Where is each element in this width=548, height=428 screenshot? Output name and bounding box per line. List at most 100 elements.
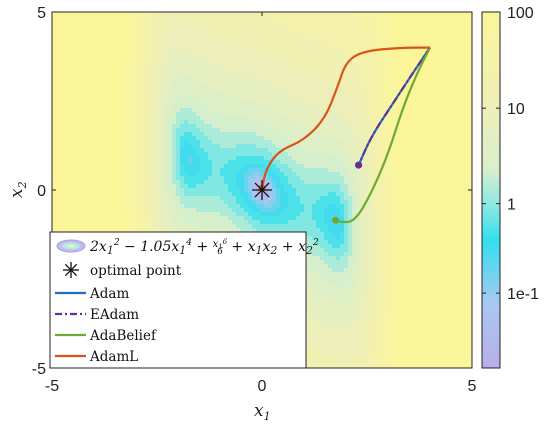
contour-cell [220,100,225,105]
contour-cell [104,60,109,65]
contour-cell [88,204,93,209]
contour-cell [68,16,73,21]
contour-cell [52,12,57,17]
contour-cell [272,136,277,141]
contour-cell [248,64,253,69]
contour-cell [64,68,69,73]
contour-cell [116,108,121,113]
contour-cell [188,80,193,85]
contour-cell [148,152,153,157]
contour-cell [108,160,113,165]
contour-cell [244,36,249,41]
contour-cell [56,160,61,165]
contour-cell [212,192,217,197]
contour-cell [132,220,137,225]
contour-cell [148,48,153,53]
contour-cell [196,32,201,37]
contour-cell [240,200,245,205]
contour-cell [264,32,269,37]
contour-cell [184,64,189,69]
contour-cell [228,212,233,217]
contour-cell [232,92,237,97]
contour-cell [144,196,149,201]
contour-cell [232,16,237,21]
contour-cell [160,132,165,137]
contour-cell [256,128,261,133]
contour-cell [188,148,193,153]
contour-cell [240,112,245,117]
contour-cell [72,188,77,193]
contour-cell [188,200,193,205]
contour-cell [116,204,121,209]
contour-cell [96,128,101,133]
contour-cell [260,164,265,169]
contour-cell [84,12,89,17]
contour-cell [120,184,125,189]
contour-cell [212,44,217,49]
contour-cell [148,72,153,77]
contour-cell [104,100,109,105]
contour-cell [72,124,77,129]
contour-cell [112,16,117,21]
contour-cell [224,140,229,145]
contour-cell [164,200,169,205]
contour-cell [52,52,57,57]
contour-cell [68,144,73,149]
contour-cell [216,96,221,101]
contour-cell [224,60,229,65]
contour-cell [108,124,113,129]
contour-cell [104,116,109,121]
contour-cell [216,144,221,149]
contour-cell [164,168,169,173]
contour-cell [68,220,73,225]
contour-cell [96,136,101,141]
contour-cell [184,68,189,73]
contour-cell [244,224,249,229]
contour-cell [116,228,121,233]
contour-cell [272,76,277,81]
contour-cell [232,88,237,93]
contour-cell [104,164,109,169]
contour-cell [76,136,81,141]
contour-cell [140,56,145,61]
contour-cell [84,140,89,145]
contour-cell [128,168,133,173]
contour-cell [60,88,65,93]
contour-cell [60,208,65,213]
contour-cell [124,172,129,177]
contour-cell [120,168,125,173]
contour-cell [60,40,65,45]
contour-cell [88,112,93,117]
contour-cell [88,148,93,153]
contour-cell [248,188,253,193]
contour-cell [52,140,57,145]
contour-cell [80,192,85,197]
contour-cell [108,184,113,189]
contour-cell [184,148,189,153]
contour-cell [104,148,109,153]
contour-cell [268,124,273,129]
contour-cell [144,160,149,165]
contour-cell [220,20,225,25]
contour-cell [272,132,277,137]
contour-cell [132,192,137,197]
contour-cell [244,140,249,145]
contour-cell [232,192,237,197]
contour-cell [112,196,117,201]
contour-cell [228,108,233,113]
contour-cell [116,196,121,201]
contour-cell [240,40,245,45]
contour-cell [176,56,181,61]
contour-cell [236,64,241,69]
contour-cell [108,104,113,109]
contour-cell [116,36,121,41]
contour-cell [136,148,141,153]
contour-cell [200,204,205,209]
contour-cell [200,72,205,77]
contour-cell [200,188,205,193]
contour-cell [184,96,189,101]
contour-cell [52,104,57,109]
contour-cell [184,100,189,105]
contour-cell [268,92,273,97]
contour-cell [176,136,181,141]
